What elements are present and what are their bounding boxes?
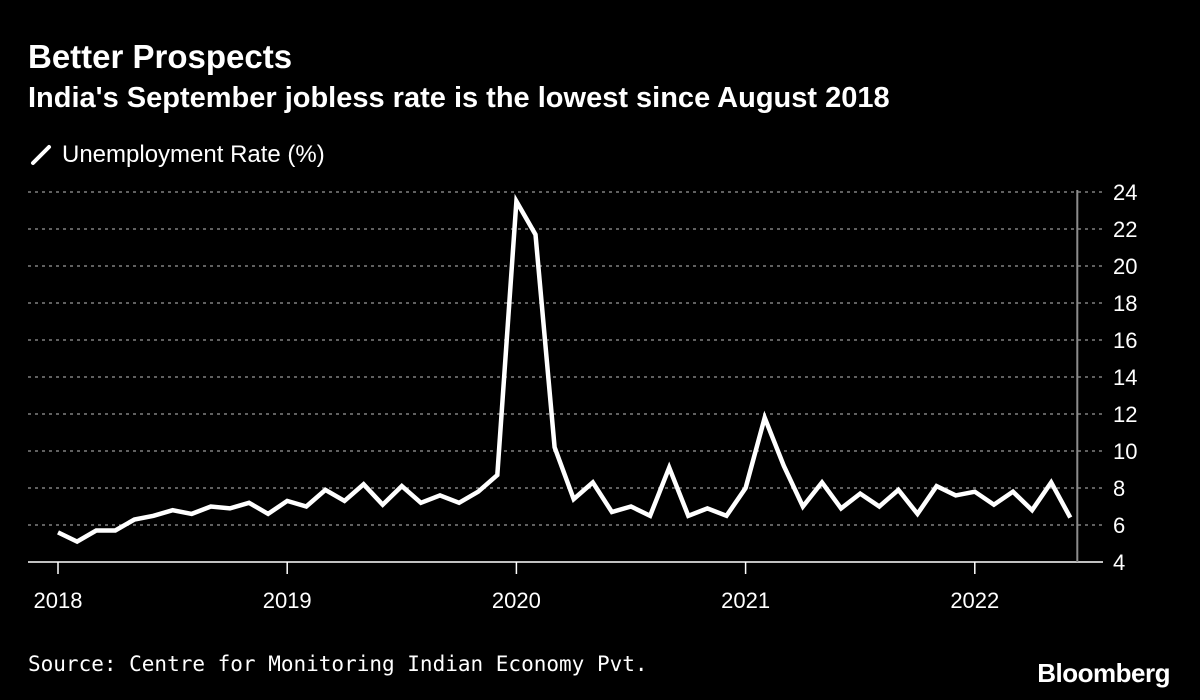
data-point [763,416,767,420]
data-point [935,484,939,488]
data-point [610,510,614,514]
series-line-unemployment-rate [57,193,1073,545]
data-point [209,505,213,509]
data-point [323,488,327,492]
data-point [877,505,881,509]
legend-line-icon [31,145,51,165]
x-tick-label: 2022 [950,588,999,613]
data-point [534,233,538,237]
legend-label: Unemployment Rate (%) [62,141,325,168]
data-point [916,512,920,516]
data-point [514,199,518,203]
data-point [1030,508,1034,512]
y-tick-label: 10 [1113,439,1137,464]
data-point [992,503,996,507]
data-point [285,499,289,503]
data-point [801,505,805,509]
data-point [228,506,232,510]
data-point [1049,480,1053,484]
x-tick-label: 2019 [263,588,312,613]
data-point [572,497,576,501]
data-point [744,486,748,490]
data-point [686,514,690,518]
data-point [629,505,633,509]
data-point [171,508,175,512]
data-point [152,514,156,518]
data-point [476,490,480,494]
data-point [457,501,461,505]
y-tick-label: 4 [1113,550,1125,575]
y-tick-label: 16 [1113,328,1137,353]
data-point [419,501,423,505]
data-point [113,529,117,533]
data-point [1068,516,1072,520]
data-point [266,512,270,516]
data-point [591,480,595,484]
data-point [438,493,442,497]
data-point [858,492,862,496]
data-point [495,473,499,477]
y-tick-label: 18 [1113,291,1137,316]
data-point [381,503,385,507]
series-unemployment-rate [56,190,1079,562]
data-point [94,529,98,533]
data-point [648,514,652,518]
y-tick-label: 20 [1113,254,1137,279]
x-axis [28,561,1103,574]
data-point [132,517,136,521]
y-axis-tick-labels: 4 6 8 10 12 14 16 18 20 22 24 [1113,180,1137,575]
y-tick-label: 12 [1113,402,1137,427]
data-point [75,540,79,544]
data-point [782,464,786,468]
chart-title: Better Prospects [28,38,293,75]
source-note: Source: Centre for Monitoring Indian Eco… [28,652,648,676]
legend: Unemployment Rate (%) [30,141,325,169]
data-point [820,480,824,484]
data-point [1011,490,1015,494]
data-point [725,514,729,518]
data-point [56,530,60,534]
x-axis-tick-labels: 2018 2019 2020 2021 2022 [34,588,1000,613]
y-tick-label: 14 [1113,365,1137,390]
data-point [973,490,977,494]
data-point [343,499,347,503]
data-point [190,512,194,516]
x-tick-label: 2018 [34,588,83,613]
y-tick-label: 24 [1113,180,1137,205]
data-point [247,501,251,505]
data-point [954,493,958,497]
data-point [896,488,900,492]
x-tick-label: 2020 [492,588,541,613]
bloomberg-logo: Bloomberg [1037,658,1170,688]
data-point [304,505,308,509]
data-point [362,482,366,486]
data-point [705,506,709,510]
chart-subtitle: India's September jobless rate is the lo… [28,82,890,114]
y-tick-label: 22 [1113,217,1137,242]
data-point [553,445,557,449]
data-point [400,484,404,488]
data-point [839,506,843,510]
data-point [667,466,671,470]
y-tick-label: 8 [1113,476,1125,501]
y-tick-label: 6 [1113,513,1125,538]
x-tick-label: 2021 [721,588,770,613]
